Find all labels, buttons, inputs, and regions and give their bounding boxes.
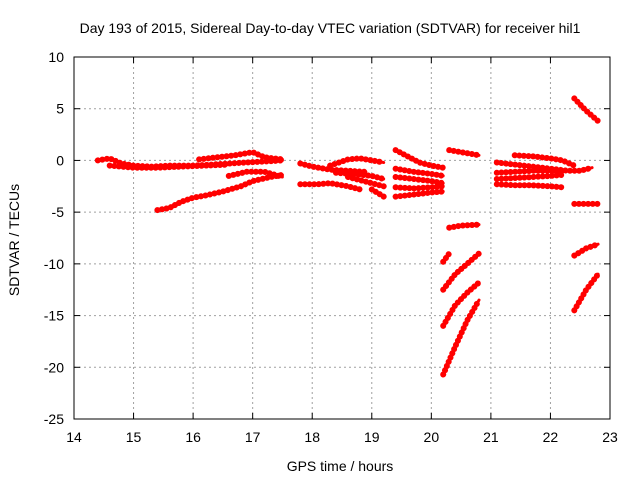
data-track — [196, 149, 286, 163]
data-points — [94, 95, 602, 378]
data-track — [154, 171, 286, 214]
x-axis-title: GPS time / hours — [287, 458, 394, 474]
data-track — [493, 171, 566, 182]
data-track — [392, 183, 447, 192]
data-track — [571, 95, 602, 125]
data-track — [392, 188, 447, 200]
data-track — [333, 169, 387, 182]
x-tick-label: 15 — [126, 429, 142, 445]
data-track — [327, 155, 387, 169]
data-track — [571, 241, 602, 259]
y-tick-label: 10 — [48, 49, 64, 65]
y-tick-label: 0 — [56, 152, 64, 168]
data-track — [440, 297, 482, 378]
data-track — [493, 181, 566, 191]
y-axis-title: SDTVAR / TECUs — [6, 184, 22, 296]
data-track — [225, 168, 286, 180]
x-tick-label: 21 — [483, 429, 499, 445]
data-track — [446, 147, 482, 159]
data-track — [392, 174, 447, 187]
x-tick-label: 22 — [543, 429, 559, 445]
x-tick-label: 18 — [304, 429, 320, 445]
x-tick-label: 23 — [602, 429, 618, 445]
data-track — [106, 161, 232, 171]
x-tick-label: 17 — [245, 429, 261, 445]
x-tick-label: 19 — [364, 429, 380, 445]
data-track — [368, 186, 387, 200]
x-tick-label: 20 — [424, 429, 440, 445]
data-track — [297, 180, 363, 193]
axis-ticks: 14 15 16 17 18 19 20 21 22 23 10 5 0 -5 -10 -15 -20 -25 — [44, 49, 618, 445]
data-track — [446, 221, 482, 231]
data-track — [440, 250, 482, 293]
y-tick-label: -20 — [44, 359, 64, 375]
data-track — [440, 279, 482, 329]
x-tick-label: 14 — [66, 429, 82, 445]
data-track — [345, 174, 387, 190]
y-tick-label: -25 — [44, 411, 64, 427]
data-track — [493, 167, 566, 176]
data-track — [392, 147, 447, 171]
y-tick-label: -10 — [44, 256, 64, 272]
data-track — [511, 152, 578, 169]
y-tick-label: -5 — [52, 204, 65, 220]
data-track — [440, 250, 453, 265]
chart-title: Day 193 of 2015, Sidereal Day-to-day VTE… — [80, 20, 581, 36]
y-tick-label: 5 — [56, 101, 64, 117]
y-tick-label: -15 — [44, 308, 64, 324]
grid — [74, 57, 610, 419]
x-tick-label: 16 — [185, 429, 201, 445]
data-track — [571, 271, 602, 314]
plot-frame — [73, 56, 611, 420]
data-track — [392, 165, 447, 179]
